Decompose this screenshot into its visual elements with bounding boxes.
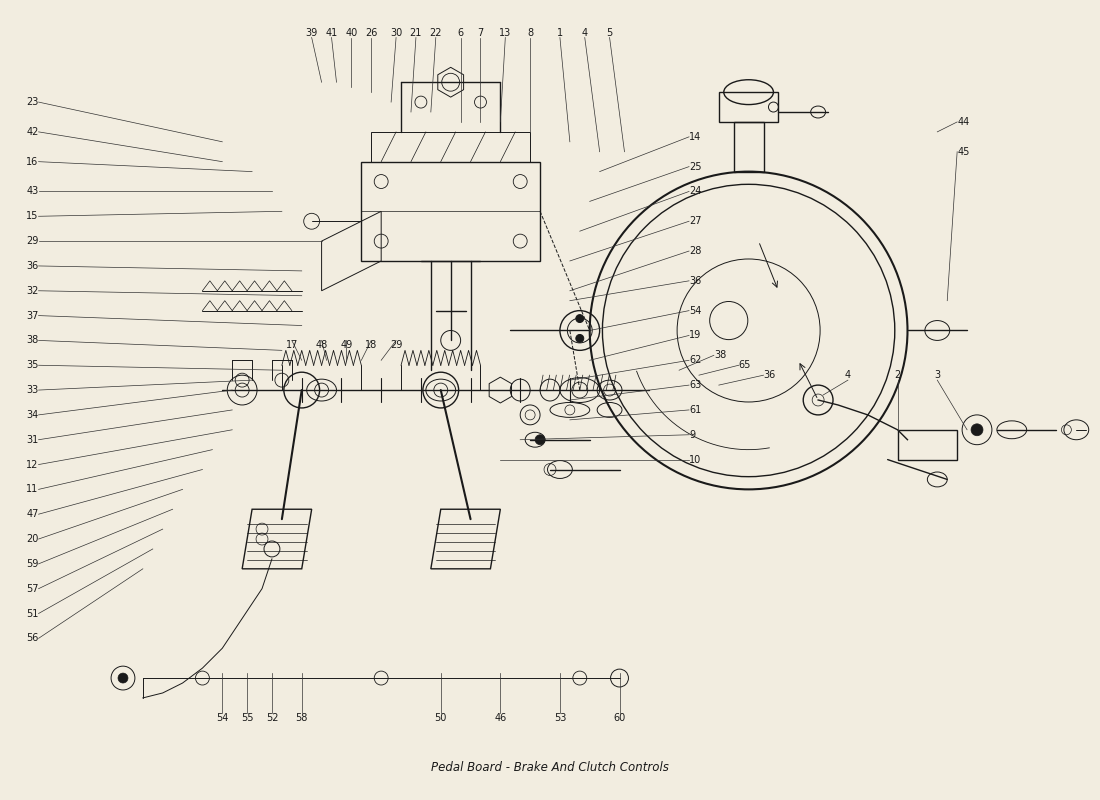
Circle shape [971, 424, 983, 436]
Text: 50: 50 [434, 713, 447, 723]
Text: 6: 6 [458, 27, 464, 38]
Text: 51: 51 [26, 609, 39, 618]
Text: 13: 13 [499, 27, 512, 38]
Text: 2: 2 [894, 370, 901, 380]
Text: 54: 54 [689, 306, 702, 316]
Text: 7: 7 [477, 27, 484, 38]
Text: 60: 60 [614, 713, 626, 723]
Text: 57: 57 [26, 584, 39, 594]
Text: 15: 15 [26, 211, 39, 222]
Text: 3: 3 [934, 370, 940, 380]
Text: 32: 32 [26, 286, 39, 296]
Text: 55: 55 [241, 713, 253, 723]
Text: 22: 22 [429, 27, 442, 38]
Text: 44: 44 [957, 117, 969, 127]
Text: 41: 41 [326, 27, 338, 38]
Text: 37: 37 [26, 310, 39, 321]
Text: 61: 61 [689, 405, 702, 415]
Text: 30: 30 [390, 27, 403, 38]
Text: 56: 56 [26, 634, 39, 643]
Text: 63: 63 [689, 380, 702, 390]
Text: 43: 43 [26, 186, 39, 197]
Text: 62: 62 [689, 355, 702, 366]
Text: 49: 49 [340, 341, 352, 350]
Bar [718, 92, 779, 122]
Text: 38: 38 [26, 335, 39, 346]
Bar [372, 132, 530, 162]
Text: 36: 36 [763, 370, 776, 380]
Text: 17: 17 [286, 341, 298, 350]
Text: 53: 53 [553, 713, 566, 723]
Text: 12: 12 [26, 459, 39, 470]
Text: 28: 28 [689, 246, 702, 256]
Text: 19: 19 [689, 330, 702, 341]
Text: 9: 9 [689, 430, 695, 440]
Text: 11: 11 [26, 484, 39, 494]
Text: 5: 5 [606, 27, 613, 38]
Text: Pedal Board - Brake And Clutch Controls: Pedal Board - Brake And Clutch Controls [431, 761, 669, 774]
Text: 24: 24 [689, 186, 702, 197]
Text: 23: 23 [26, 97, 39, 107]
Text: 31: 31 [26, 434, 39, 445]
Bar [361, 162, 540, 261]
Text: 1: 1 [557, 27, 563, 38]
Text: 4: 4 [845, 370, 851, 380]
Text: 16: 16 [26, 157, 39, 166]
Text: 27: 27 [689, 216, 702, 226]
Text: 46: 46 [494, 713, 506, 723]
Circle shape [575, 334, 584, 342]
Text: 33: 33 [26, 385, 39, 395]
Circle shape [118, 673, 128, 683]
Text: 29: 29 [389, 341, 403, 350]
Text: 45: 45 [957, 146, 969, 157]
Text: 34: 34 [26, 410, 39, 420]
Circle shape [535, 434, 544, 445]
Text: 40: 40 [345, 27, 358, 38]
Text: 35: 35 [26, 360, 39, 370]
Text: 36: 36 [26, 261, 39, 271]
Text: 14: 14 [689, 132, 702, 142]
Text: 36: 36 [689, 276, 702, 286]
Text: 20: 20 [26, 534, 39, 544]
Text: 47: 47 [26, 510, 39, 519]
Text: 18: 18 [365, 341, 377, 350]
Text: 26: 26 [365, 27, 377, 38]
Text: 38: 38 [714, 350, 726, 360]
Text: 54: 54 [216, 713, 229, 723]
Text: 39: 39 [306, 27, 318, 38]
Text: 42: 42 [26, 127, 39, 137]
Text: 8: 8 [527, 27, 534, 38]
Text: 65: 65 [739, 360, 751, 370]
Text: 29: 29 [26, 236, 39, 246]
Bar [734, 122, 763, 171]
Text: 25: 25 [689, 162, 702, 172]
Text: 58: 58 [296, 713, 308, 723]
Circle shape [575, 314, 584, 322]
Text: 21: 21 [409, 27, 422, 38]
Text: 4: 4 [582, 27, 587, 38]
Text: 10: 10 [689, 454, 702, 465]
Text: 59: 59 [26, 559, 39, 569]
Text: 52: 52 [266, 713, 278, 723]
Text: 48: 48 [316, 341, 328, 350]
